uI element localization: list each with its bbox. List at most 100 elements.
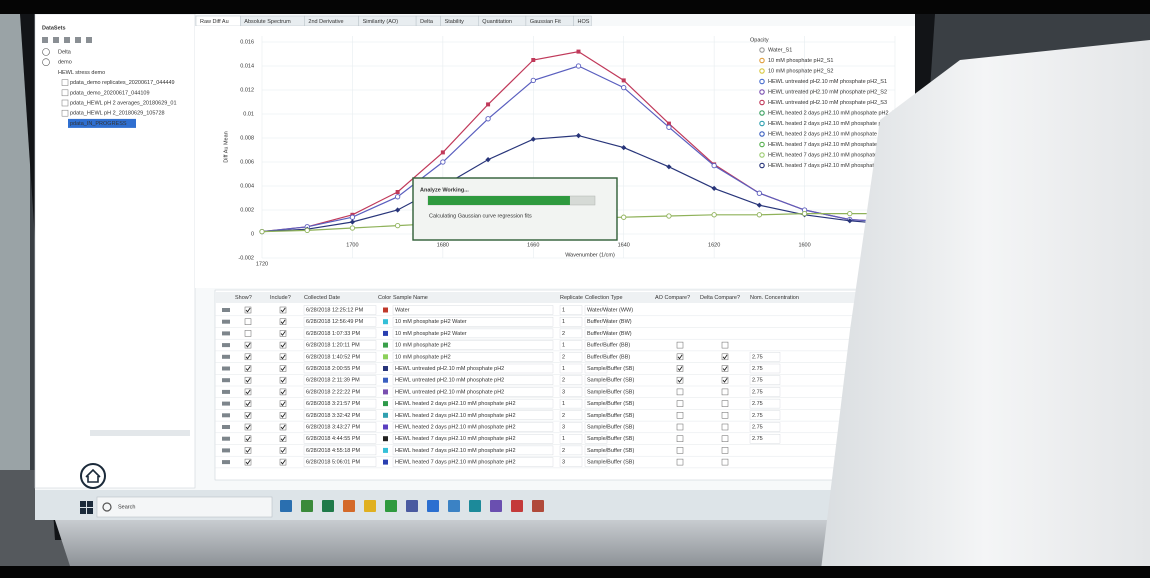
legend-marker[interactable]	[759, 131, 765, 137]
legend-marker[interactable]	[759, 162, 765, 169]
checkbox[interactable]	[279, 412, 287, 419]
toolbar-icon[interactable]	[86, 37, 92, 43]
checkbox[interactable]	[244, 376, 252, 384]
legend-marker[interactable]	[759, 141, 765, 148]
legend-marker[interactable]	[759, 78, 765, 85]
row-handle[interactable]	[222, 413, 230, 418]
checkbox[interactable]	[676, 376, 684, 384]
checkbox[interactable]	[244, 423, 252, 431]
taskbar-app[interactable]	[364, 500, 376, 512]
column-header[interactable]: Sample Name	[393, 295, 428, 301]
legend-marker[interactable]	[759, 47, 765, 53]
tab-label[interactable]: Gaussian Fit	[530, 19, 561, 25]
checkbox[interactable]	[244, 306, 252, 314]
checkbox[interactable]	[279, 306, 287, 314]
tree-item[interactable]: pdata_demo replicates_20200617_044449	[70, 80, 175, 86]
checkbox[interactable]	[279, 318, 287, 325]
checkbox[interactable]	[279, 330, 287, 337]
checkbox[interactable]	[676, 412, 684, 419]
row-handle[interactable]	[222, 319, 230, 324]
checkbox[interactable]	[676, 341, 684, 349]
checkbox[interactable]	[244, 388, 252, 396]
row-handle[interactable]	[222, 354, 230, 359]
checkbox[interactable]	[279, 388, 287, 396]
checkbox[interactable]	[244, 458, 252, 466]
legend-label[interactable]: HEWL untreated pH2.10 mM phosphate pH2_S…	[768, 89, 887, 95]
tree-item[interactable]: pdata_HEWL pH 2_20180629_105728	[70, 111, 165, 117]
tab-label[interactable]: Absolute Spectrum	[244, 19, 291, 25]
legend-marker[interactable]	[759, 89, 765, 95]
tree-item[interactable]: Delta	[58, 49, 72, 55]
column-header[interactable]: Collected Date	[304, 295, 340, 301]
checkbox[interactable]	[721, 388, 729, 396]
tab-label[interactable]: Quantitation	[482, 19, 512, 25]
legend-label[interactable]: HEWL untreated pH2.10 mM phosphate pH2_S…	[768, 100, 887, 106]
tree-item[interactable]: demo	[58, 60, 72, 66]
start-button[interactable]	[80, 501, 93, 514]
checkbox[interactable]	[721, 423, 729, 431]
row-handle[interactable]	[222, 460, 230, 465]
taskbar-app[interactable]	[511, 500, 523, 512]
legend-label[interactable]: HEWL heated 2 days pH2.10 mM phosphate p…	[768, 121, 898, 127]
legend-label[interactable]: HEWL heated 2 days pH2.10 mM phosphate p…	[768, 131, 898, 137]
legend-marker[interactable]	[759, 120, 765, 127]
taskbar-app[interactable]	[343, 500, 355, 512]
taskbar-app[interactable]	[301, 500, 313, 512]
checkbox[interactable]	[279, 400, 287, 407]
row-handle[interactable]	[222, 343, 230, 348]
checkbox[interactable]	[279, 341, 287, 349]
checkbox[interactable]	[721, 458, 729, 466]
tree-checkbox[interactable]	[61, 99, 69, 107]
legend-label[interactable]: HEWL heated 7 days pH2.10 mM phosphate p…	[768, 152, 898, 158]
row-handle[interactable]	[222, 366, 230, 371]
checkbox[interactable]	[244, 318, 252, 325]
legend-marker[interactable]	[759, 68, 765, 74]
checkbox[interactable]	[721, 376, 729, 384]
checkbox[interactable]	[279, 376, 287, 384]
taskbar-app[interactable]	[469, 500, 481, 512]
checkbox[interactable]	[721, 353, 729, 361]
column-header[interactable]: Nom. Concentration	[750, 295, 799, 301]
checkbox[interactable]	[244, 330, 252, 337]
tree-item[interactable]: pdata_IN_PROGRESS	[70, 121, 127, 127]
checkbox[interactable]	[676, 388, 684, 396]
tree-expander[interactable]	[42, 48, 50, 56]
checkbox[interactable]	[676, 423, 684, 431]
taskbar-app[interactable]	[490, 500, 502, 512]
column-header[interactable]: Color	[378, 295, 391, 301]
taskbar-app[interactable]	[532, 500, 544, 512]
tab-label[interactable]: Stability	[445, 19, 465, 25]
legend-label[interactable]: HEWL heated 7 days pH2.10 mM phosphate p…	[768, 142, 898, 148]
row-handle[interactable]	[222, 378, 230, 383]
tab-label[interactable]: Raw Diff Au	[200, 19, 229, 25]
checkbox[interactable]	[279, 447, 287, 454]
checkbox[interactable]	[244, 435, 252, 442]
row-handle[interactable]	[222, 308, 230, 312]
checkbox[interactable]	[721, 341, 729, 349]
checkbox[interactable]	[676, 458, 684, 466]
tree-item[interactable]: HEWL stress demo	[58, 70, 105, 76]
checkbox[interactable]	[676, 400, 684, 407]
column-header[interactable]: Include?	[270, 295, 291, 301]
row-handle[interactable]	[222, 448, 230, 453]
column-header[interactable]: Collection Type	[585, 295, 623, 301]
tree-expander[interactable]	[42, 58, 50, 67]
checkbox[interactable]	[244, 353, 252, 361]
toolbar-icon[interactable]	[53, 37, 59, 43]
legend-label[interactable]: Water_S1	[768, 47, 792, 53]
checkbox[interactable]	[279, 423, 287, 431]
search-box[interactable]	[96, 496, 273, 518]
legend-label[interactable]: HEWL untreated pH2.10 mM phosphate pH2_S…	[768, 79, 887, 85]
checkbox[interactable]	[244, 341, 252, 349]
column-header[interactable]: Delta Compare?	[700, 295, 740, 301]
tab-label[interactable]: Delta	[420, 19, 434, 25]
tree-item[interactable]: pdata_HEWL pH 2 averages_20180629_01	[70, 100, 177, 106]
checkbox[interactable]	[244, 447, 252, 454]
legend-marker[interactable]	[759, 152, 765, 158]
tree-item[interactable]: pdata_demo_20200617_044109	[70, 90, 150, 96]
taskbar-app[interactable]	[322, 500, 334, 512]
column-header[interactable]: AO Compare?	[655, 295, 690, 301]
row-handle[interactable]	[222, 436, 230, 441]
checkbox[interactable]	[279, 458, 287, 466]
checkbox[interactable]	[244, 400, 252, 407]
